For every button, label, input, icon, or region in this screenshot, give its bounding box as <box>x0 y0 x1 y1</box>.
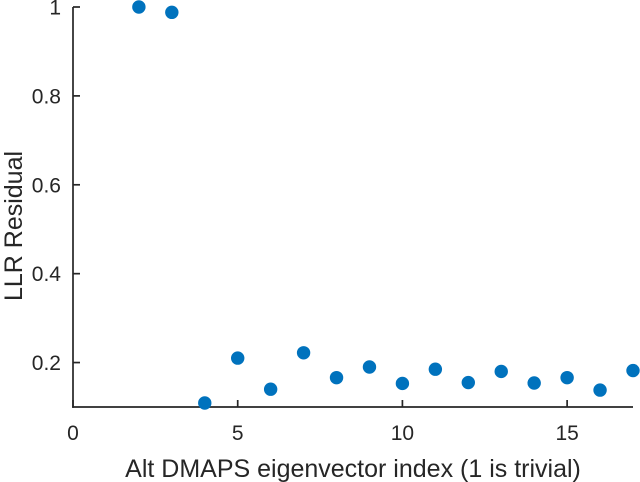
y-tick-label: 0.2 <box>32 352 61 375</box>
y-tick-label: 0.8 <box>32 85 61 108</box>
data-point <box>362 360 377 374</box>
data-point <box>296 346 311 360</box>
x-axis-label: Alt DMAPS eigenvector index (1 is trivia… <box>125 455 581 482</box>
data-point <box>395 376 410 391</box>
data-point <box>329 370 344 385</box>
data-point <box>626 363 640 378</box>
y-axis-label: LLR Residual <box>0 151 28 301</box>
data-point <box>198 396 212 410</box>
data-point <box>527 376 541 390</box>
axes-layer: 0 5 10 15 0.2 0.4 0.6 0.8 1 <box>32 0 633 445</box>
data-point <box>428 362 443 376</box>
data-point <box>132 0 146 14</box>
data-point <box>560 370 574 385</box>
data-point <box>263 382 278 396</box>
x-tick-label: 15 <box>555 422 578 445</box>
data-point <box>461 375 475 390</box>
scatter-points-layer <box>132 0 640 410</box>
data-point <box>231 351 245 365</box>
x-tick-label: 10 <box>391 422 414 445</box>
data-point <box>165 5 179 20</box>
y-tick-label: 0.6 <box>32 174 61 197</box>
data-point <box>494 364 508 379</box>
x-tick-label: 0 <box>67 422 79 445</box>
y-tick-label: 1 <box>49 0 61 20</box>
y-tick-label: 0.4 <box>32 263 62 286</box>
data-point <box>593 383 607 397</box>
x-tick-label: 5 <box>232 422 244 445</box>
